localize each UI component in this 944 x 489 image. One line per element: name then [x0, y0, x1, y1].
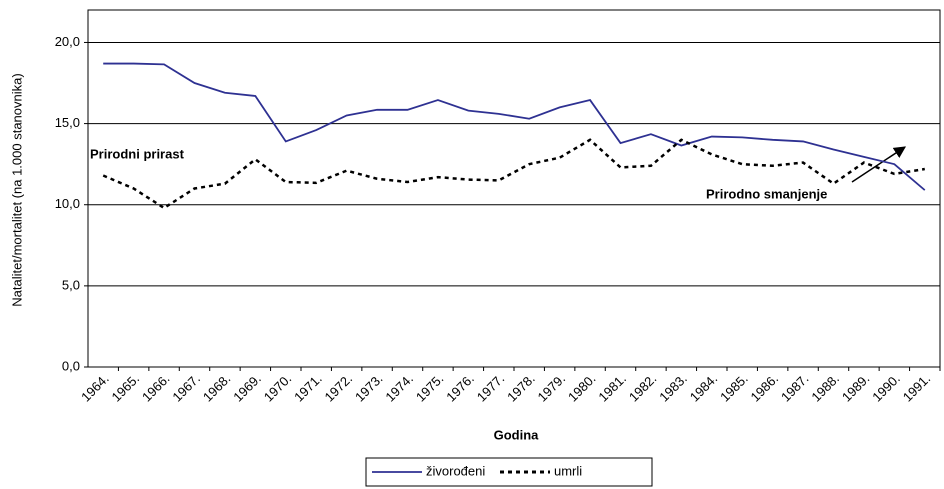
x-tick-label: 1973.	[352, 371, 386, 405]
x-tick-label: 1968.	[200, 371, 234, 405]
x-tick-label: 1988.	[808, 371, 842, 405]
y-tick-label: 15,0	[55, 115, 80, 130]
legend-label: živorođeni	[426, 463, 485, 478]
x-tick-label: 1978.	[504, 371, 538, 405]
x-tick-label: 1970.	[261, 371, 295, 405]
x-tick-label: 1965.	[109, 371, 143, 405]
x-tick-label: 1969.	[230, 371, 264, 405]
annotation: Prirodni prirast	[90, 146, 185, 161]
x-tick-label: 1990.	[869, 371, 903, 405]
x-tick-label: 1974.	[382, 371, 416, 405]
y-axis-label: Natalitet/mortalitet (na 1.000 stanovnik…	[9, 73, 24, 306]
x-tick-label: 1987.	[778, 371, 812, 405]
x-tick-label: 1984.	[687, 371, 721, 405]
x-axis-label: Godina	[494, 427, 540, 442]
legend-label: umrli	[554, 463, 582, 478]
annotation-arrow	[851, 146, 907, 183]
x-tick-label: 1972.	[322, 371, 356, 405]
x-tick-label: 1989.	[839, 371, 873, 405]
x-tick-label: 1977.	[474, 371, 508, 405]
x-tick-label: 1966.	[139, 371, 173, 405]
x-tick-label: 1985.	[717, 371, 751, 405]
x-tick-label: 1980.	[565, 371, 599, 405]
x-tick-label: 1983.	[656, 371, 690, 405]
series-line	[102, 138, 925, 210]
x-tick-label: 1976.	[443, 371, 477, 405]
y-tick-label: 5,0	[62, 277, 80, 292]
y-tick-label: 10,0	[55, 196, 80, 211]
x-tick-label: 1971.	[291, 371, 325, 405]
x-tick-label: 1975.	[413, 371, 447, 405]
x-tick-label: 1967.	[169, 371, 203, 405]
y-tick-label: 20,0	[55, 34, 80, 49]
series-line	[103, 62, 926, 191]
y-tick-label: 0,0	[62, 358, 80, 373]
x-tick-label: 1986.	[748, 371, 782, 405]
x-tick-label: 1991.	[900, 371, 934, 405]
x-tick-label: 1979.	[535, 371, 569, 405]
annotation: Prirodno smanjenje	[706, 186, 827, 201]
x-tick-label: 1982.	[626, 371, 660, 405]
x-tick-label: 1981.	[595, 371, 629, 405]
x-tick-label: 1964.	[78, 371, 112, 405]
